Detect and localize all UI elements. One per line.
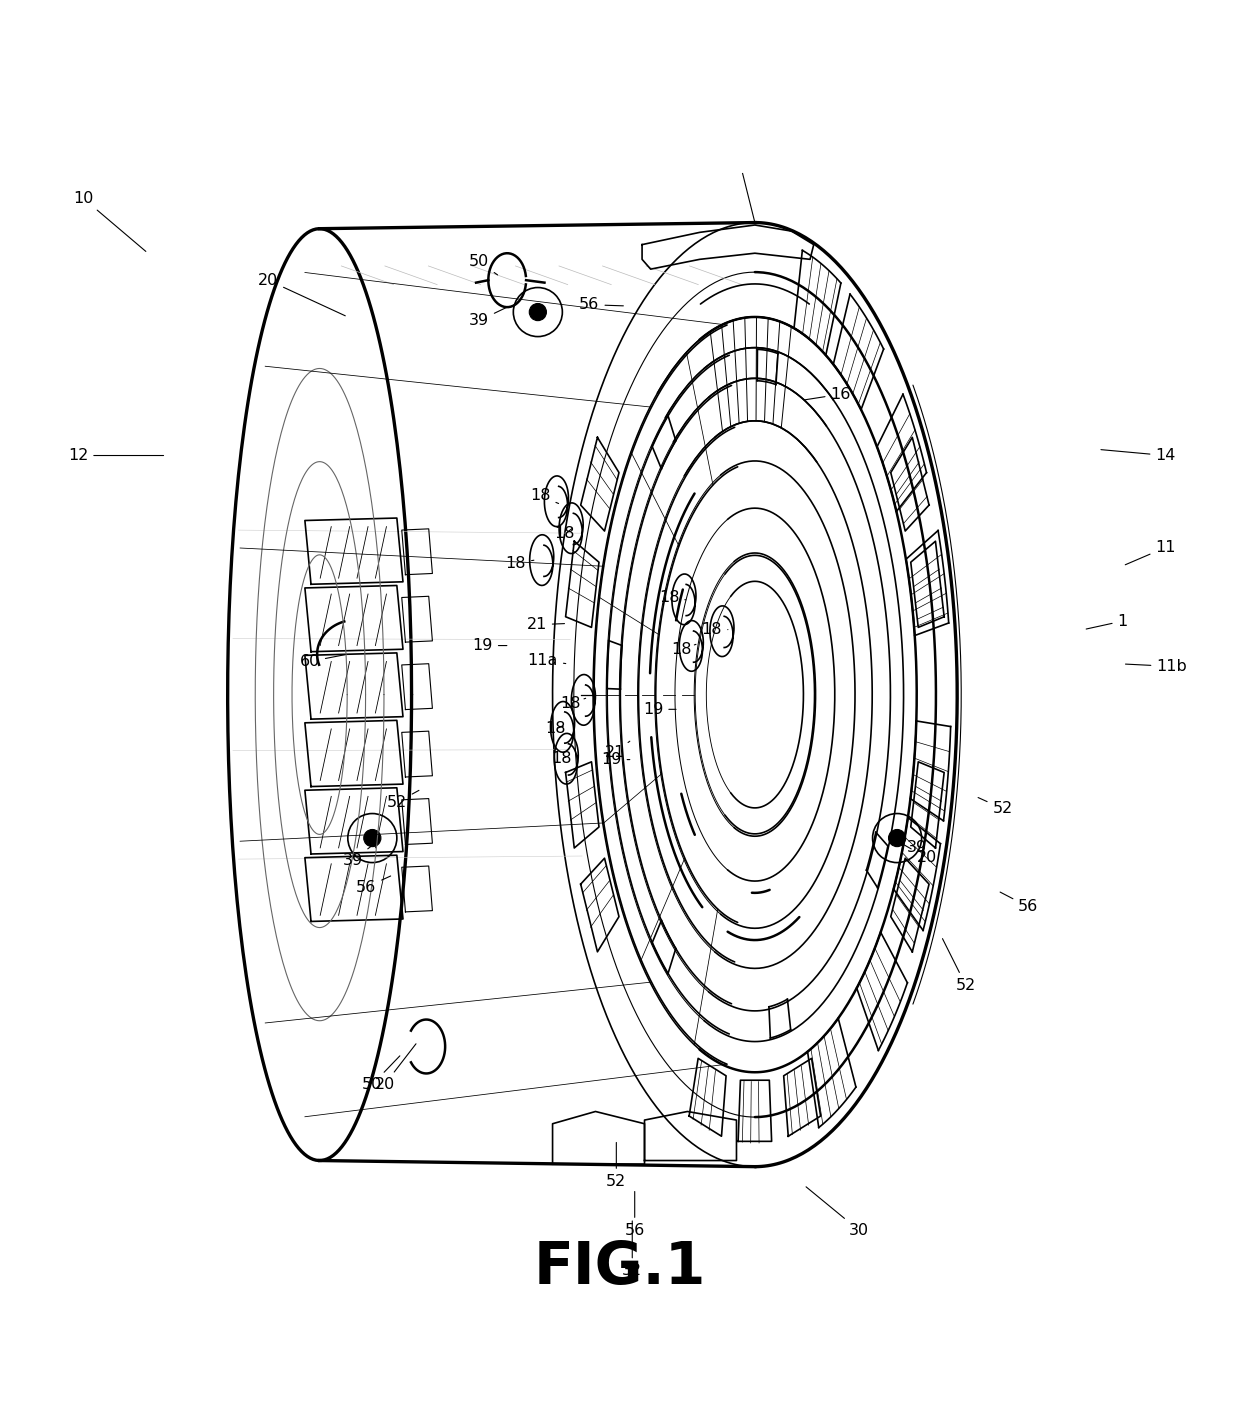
Circle shape [889,830,905,847]
Text: 30: 30 [806,1186,869,1238]
Text: 18: 18 [551,752,572,766]
Text: 18: 18 [544,722,565,736]
Text: 11a: 11a [527,653,565,667]
Text: 50: 50 [469,254,497,275]
Text: 16: 16 [805,386,851,402]
Text: 18: 18 [506,556,534,570]
Text: 19: 19 [601,752,630,767]
Text: 56: 56 [356,876,391,894]
Text: 21: 21 [605,742,630,760]
Text: 18: 18 [671,642,696,657]
Text: 1: 1 [1086,613,1128,629]
Text: 18: 18 [560,696,585,710]
Text: 18: 18 [529,489,558,503]
Text: 21: 21 [527,617,564,632]
Text: 60: 60 [300,655,345,669]
Text: 39: 39 [469,307,507,328]
Text: 14: 14 [1101,448,1176,463]
Text: 39: 39 [890,837,926,856]
Text: 56: 56 [1001,893,1038,914]
Text: 19: 19 [642,702,676,717]
Text: 11b: 11b [1126,659,1187,674]
Text: 52: 52 [978,797,1013,816]
Text: 20: 20 [374,1044,415,1092]
Text: 39: 39 [342,843,374,867]
Text: 52: 52 [606,1142,626,1189]
Text: 19: 19 [472,637,507,653]
Text: 12: 12 [68,448,164,463]
Circle shape [363,830,381,847]
Text: FIG.1: FIG.1 [533,1239,707,1296]
Text: 32: 32 [622,1221,642,1278]
Text: 18: 18 [658,590,686,605]
Text: 11: 11 [1125,540,1176,565]
Text: 50: 50 [362,1055,399,1092]
Text: 20: 20 [894,840,936,866]
Text: 20: 20 [258,272,345,315]
Circle shape [529,304,547,321]
Text: 56: 56 [625,1192,645,1238]
Text: 18: 18 [702,622,728,637]
Text: 52: 52 [387,790,419,810]
Text: 18: 18 [554,526,575,542]
Text: 52: 52 [942,938,976,992]
Text: 10: 10 [73,191,146,251]
Text: 56: 56 [579,297,624,312]
